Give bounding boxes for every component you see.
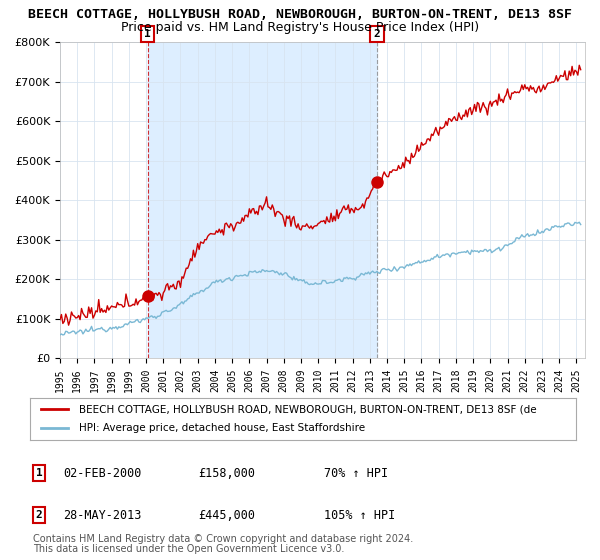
Text: Price paid vs. HM Land Registry's House Price Index (HPI): Price paid vs. HM Land Registry's House … <box>121 21 479 34</box>
Text: This data is licensed under the Open Government Licence v3.0.: This data is licensed under the Open Gov… <box>33 544 344 554</box>
Text: 70% ↑ HPI: 70% ↑ HPI <box>324 466 388 480</box>
Text: £445,000: £445,000 <box>198 508 255 522</box>
Text: 105% ↑ HPI: 105% ↑ HPI <box>324 508 395 522</box>
Text: 1: 1 <box>144 29 151 39</box>
Text: 2: 2 <box>374 29 380 39</box>
Text: BEECH COTTAGE, HOLLYBUSH ROAD, NEWBOROUGH, BURTON-ON-TRENT, DE13 8SF: BEECH COTTAGE, HOLLYBUSH ROAD, NEWBOROUG… <box>28 8 572 21</box>
Bar <box>148 42 377 358</box>
Text: HPI: Average price, detached house, East Staffordshire: HPI: Average price, detached house, East… <box>79 423 365 433</box>
Text: 2: 2 <box>35 510 43 520</box>
Text: BEECH COTTAGE, HOLLYBUSH ROAD, NEWBOROUGH, BURTON-ON-TRENT, DE13 8SF (de: BEECH COTTAGE, HOLLYBUSH ROAD, NEWBOROUG… <box>79 404 537 414</box>
Text: 28-MAY-2013: 28-MAY-2013 <box>63 508 142 522</box>
Text: Contains HM Land Registry data © Crown copyright and database right 2024.: Contains HM Land Registry data © Crown c… <box>33 534 413 544</box>
Text: 1: 1 <box>35 468 43 478</box>
Text: £158,000: £158,000 <box>198 466 255 480</box>
Text: 02-FEB-2000: 02-FEB-2000 <box>63 466 142 480</box>
